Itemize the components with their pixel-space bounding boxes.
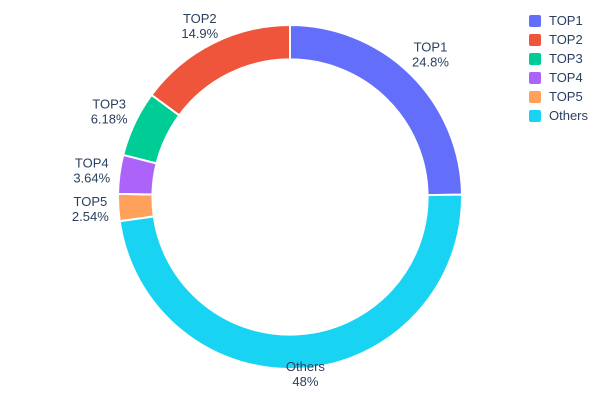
- legend-item-others[interactable]: Others: [528, 108, 588, 123]
- slice-label-top2: TOP2 14.9%: [181, 11, 218, 41]
- legend-item-top3[interactable]: TOP3: [528, 51, 588, 66]
- legend-swatch-icon: [528, 15, 541, 27]
- legend-label: TOP2: [548, 32, 583, 47]
- legend: TOP1 TOP2 TOP3 TOP4 TOP5 Others: [528, 13, 588, 123]
- legend-swatch-icon: [528, 110, 541, 122]
- legend-label: TOP1: [548, 13, 583, 28]
- slice-label-top1: TOP1 24.8%: [412, 40, 449, 70]
- slice-label-top3: TOP3 6.18%: [91, 97, 128, 127]
- legend-item-top2[interactable]: TOP2: [528, 32, 588, 47]
- slice-label-top4: TOP4 3.64%: [73, 156, 110, 186]
- slice-label-others: Others 48%: [286, 359, 326, 389]
- legend-item-top5[interactable]: TOP5: [528, 89, 588, 104]
- pie-slice-top5[interactable]: [117, 192, 155, 223]
- legend-swatch-icon: [528, 72, 541, 84]
- legend-item-top4[interactable]: TOP4: [528, 70, 588, 85]
- legend-label: Others: [548, 108, 588, 123]
- legend-swatch-icon: [528, 34, 541, 46]
- pie-slice-others[interactable]: [118, 193, 463, 370]
- legend-label: TOP5: [548, 89, 583, 104]
- slice-label-top5: TOP5 2.54%: [72, 194, 109, 224]
- legend-swatch-icon: [528, 91, 541, 103]
- pie-slice-top2[interactable]: [150, 24, 291, 117]
- legend-swatch-icon: [528, 53, 541, 65]
- legend-label: TOP4: [548, 70, 583, 85]
- legend-label: TOP3: [548, 51, 583, 66]
- legend-item-top1[interactable]: TOP1: [528, 13, 588, 28]
